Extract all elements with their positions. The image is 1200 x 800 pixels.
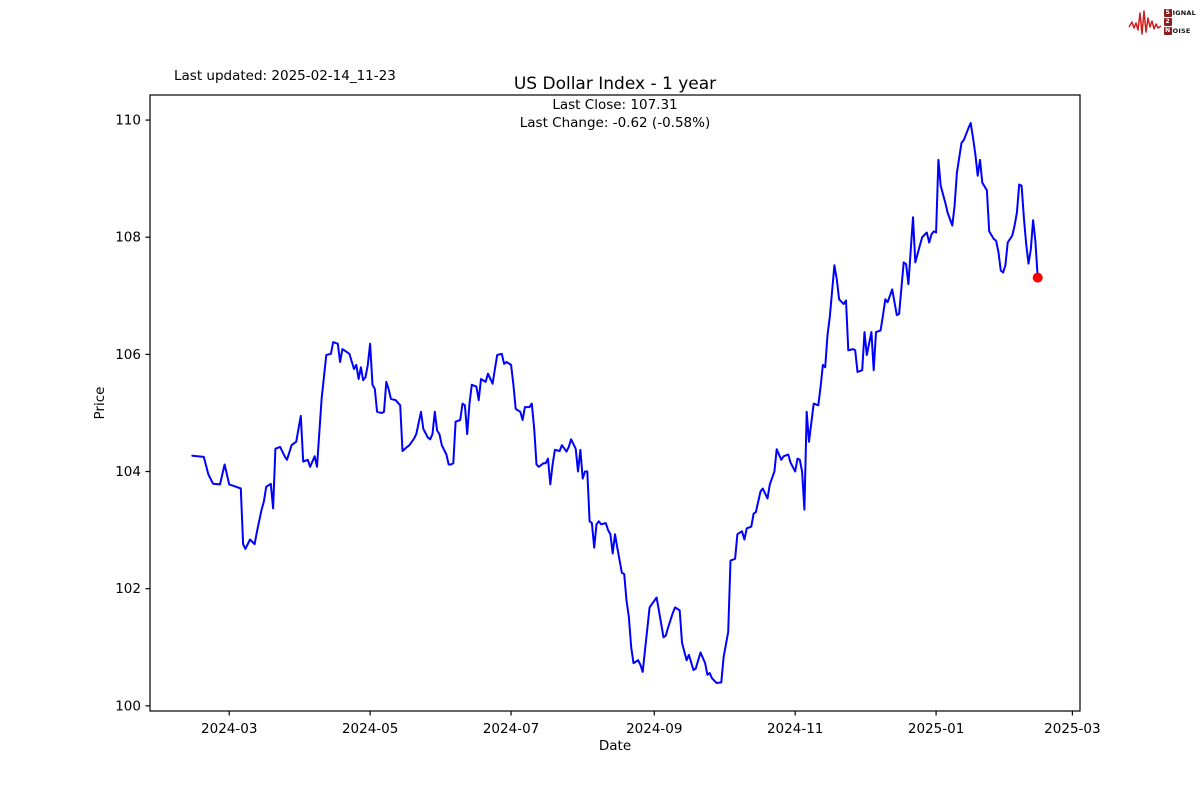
last-change-label: Last Change: -0.62 (-0.58%) <box>519 115 711 131</box>
x-tick-label: 2025-01 <box>908 721 964 737</box>
logo-text: S IGNAL 2 N OISE <box>1163 8 1196 35</box>
x-tick-label: 2024-07 <box>483 721 539 737</box>
logo-letterbox-2: 2 <box>1163 18 1172 26</box>
y-tick-label: 102 <box>115 581 141 597</box>
logo-letterbox-n: N <box>1163 27 1172 35</box>
y-axis-label: Price <box>92 386 108 420</box>
x-tick-label: 2024-03 <box>201 721 257 737</box>
y-tick-label: 110 <box>115 113 141 129</box>
signal2noise-logo: S IGNAL 2 N OISE <box>1127 6 1196 38</box>
logo-row-signal: S IGNAL <box>1163 8 1196 17</box>
y-tick-label: 106 <box>115 347 141 363</box>
plot-border <box>149 94 1081 712</box>
x-tick-label: 2024-09 <box>626 721 682 737</box>
last-close-label: Last Close: 107.31 <box>552 97 678 113</box>
x-tick-label: 2024-11 <box>767 721 823 737</box>
logo-text-ignal: IGNAL <box>1172 8 1196 17</box>
chart-title: US Dollar Index - 1 year <box>513 74 717 94</box>
y-tick-label: 104 <box>115 464 141 480</box>
logo-row-2: 2 <box>1163 18 1196 26</box>
logo-row-noise: N OISE <box>1163 26 1196 35</box>
last-updated-label: Last updated: 2025-02-14_11-23 <box>174 68 396 84</box>
y-tick-label: 108 <box>115 230 141 246</box>
x-tick-label: 2024-05 <box>342 721 398 737</box>
waveform-icon <box>1127 10 1162 35</box>
price-line <box>191 122 1039 684</box>
logo-text-oise: OISE <box>1172 26 1191 35</box>
x-axis-label: Date <box>598 738 632 754</box>
y-tick-label: 100 <box>115 698 141 714</box>
x-tick-label: 2025-03 <box>1044 721 1100 737</box>
last-price-marker <box>1032 272 1043 283</box>
logo-letterbox-s: S <box>1163 9 1172 17</box>
